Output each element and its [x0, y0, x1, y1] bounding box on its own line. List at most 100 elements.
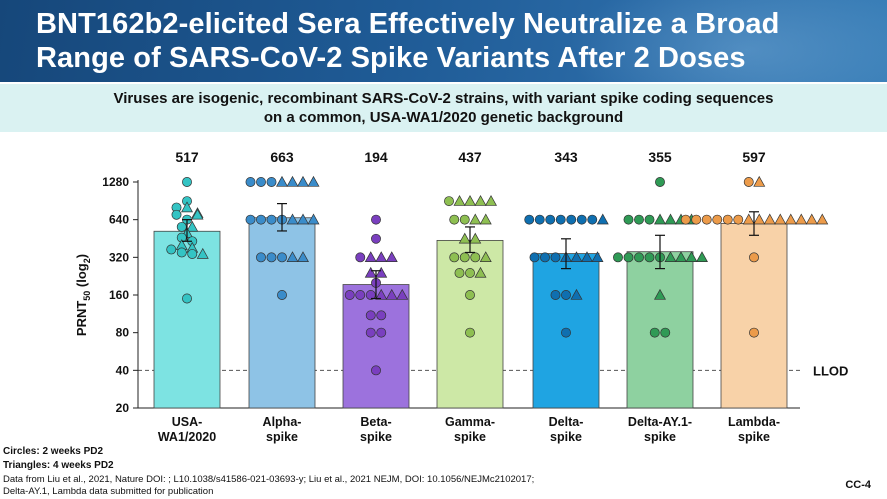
footnote-line2: Delta-AY.1, Lambda data submitted for pu…: [3, 486, 214, 497]
data-point-circle: [649, 327, 660, 338]
data-point-triangle: [464, 195, 476, 206]
footnote-line1: Data from Liu et al., 2021, Nature DOI: …: [3, 474, 535, 485]
data-point-triangle: [742, 213, 755, 225]
data-point-circle: [545, 214, 556, 225]
data-point-circle: [524, 214, 535, 225]
data-point-triangle: [753, 175, 766, 187]
data-point-triangle: [297, 251, 309, 263]
data-point-triangle: [570, 288, 583, 300]
data-point-triangle: [297, 213, 309, 225]
data-point-circle: [371, 233, 381, 244]
data-point-circle: [371, 214, 381, 225]
data-point-triangle: [784, 213, 797, 225]
data-point-circle: [465, 268, 475, 278]
data-point-triangle: [196, 247, 209, 259]
data-point-triangle: [364, 266, 377, 278]
y-tick-label: 640: [109, 213, 129, 227]
x-tick-label-line2: spike: [266, 430, 298, 444]
data-point-triangle: [753, 213, 766, 225]
data-point-circle: [256, 177, 266, 187]
data-point-circle: [444, 196, 454, 207]
x-tick-label-line2: spike: [550, 430, 582, 444]
data-point-triangle: [805, 213, 818, 225]
data-point-circle: [365, 290, 376, 300]
data-point-triangle: [385, 251, 398, 263]
data-point-circle: [365, 310, 376, 321]
data-point-circle: [529, 252, 540, 263]
subtitle-line1: Viruses are isogenic, recombinant SARS-C…: [113, 90, 774, 107]
data-point-circle: [465, 327, 475, 338]
data-point-circle: [277, 290, 287, 300]
legend-circles: Circles: 2 weeks PD2: [3, 446, 104, 457]
data-point-circle: [171, 209, 182, 220]
x-tick-label-line2: spike: [454, 430, 486, 444]
data-point-circle: [655, 177, 665, 187]
data-point-triangle: [286, 175, 299, 187]
data-point-circle: [691, 214, 702, 225]
data-point-circle: [561, 327, 571, 338]
data-point-circle: [680, 214, 691, 225]
data-point-circle: [733, 214, 744, 225]
data-point-triangle: [375, 288, 388, 300]
bar-value-label: 597: [742, 149, 766, 165]
data-point-triangle: [581, 251, 593, 263]
data-point-triangle: [396, 288, 409, 300]
data-point-circle: [459, 252, 470, 263]
data-point-circle: [176, 221, 187, 232]
y-axis-label-part: 50: [82, 291, 92, 301]
data-point-circle: [566, 214, 577, 225]
data-point-triangle: [654, 213, 666, 225]
slide-id: CC-4: [845, 479, 871, 491]
slide-title: BNT162b2-elicited Sera Effectively Neutr…: [36, 7, 779, 75]
data-point-triangle: [385, 288, 398, 300]
data-point-circle: [176, 247, 187, 258]
data-point-circle: [277, 252, 287, 263]
y-axis-label-part: (log: [74, 263, 89, 290]
data-point-circle: [459, 214, 470, 225]
data-point-circle: [182, 177, 192, 187]
llod-label: LLOD: [813, 363, 848, 378]
data-point-circle: [534, 214, 545, 225]
data-point-circle: [266, 252, 277, 263]
data-point-circle: [454, 268, 465, 278]
x-tick-label-line1: USA-: [172, 415, 203, 429]
data-point-triangle: [474, 195, 487, 206]
subtitle-band: Viruses are isogenic, recombinant SARS-C…: [0, 84, 887, 132]
data-point-circle: [743, 177, 754, 187]
x-tick-label-line2: spike: [360, 430, 392, 444]
data-point-circle: [749, 327, 759, 338]
x-tick-label-line1: Beta-: [360, 415, 391, 429]
bar-group: 663 Alpha-spike: [245, 149, 320, 444]
bar-group: 437 Gamma-spike: [436, 149, 504, 444]
y-axis-label-part: PRNT: [74, 301, 89, 336]
data-point-triangle: [685, 251, 698, 263]
data-point-triangle: [479, 251, 492, 263]
data-point-triangle: [297, 175, 309, 187]
bar-group: 355 Delta-AY.1-spike: [613, 149, 708, 444]
bar: [248, 217, 316, 409]
data-point-triangle: [596, 213, 609, 225]
bar: [342, 284, 410, 409]
data-point-circle: [634, 214, 644, 225]
data-point-triangle: [591, 251, 604, 263]
data-point-circle: [266, 214, 277, 225]
data-point-triangle: [675, 251, 687, 263]
bar-value-label: 194: [364, 149, 388, 165]
data-point-circle: [256, 214, 266, 225]
data-point-triangle: [570, 251, 583, 263]
data-point-circle: [576, 214, 587, 225]
data-point-circle: [712, 214, 723, 225]
data-point-triangle: [364, 251, 377, 263]
data-point-triangle: [375, 266, 388, 278]
data-point-circle: [365, 327, 376, 338]
bar-group: 597 Lambda-spike: [680, 149, 829, 444]
data-point-circle: [587, 214, 598, 225]
data-point-triangle: [474, 266, 487, 278]
data-point-circle: [245, 177, 256, 187]
bar: [153, 230, 221, 409]
data-point-triangle: [654, 288, 666, 300]
data-point-triangle: [286, 251, 299, 263]
bar-value-label: 355: [648, 149, 672, 165]
data-point-triangle: [469, 213, 482, 225]
data-point-circle: [550, 252, 561, 263]
